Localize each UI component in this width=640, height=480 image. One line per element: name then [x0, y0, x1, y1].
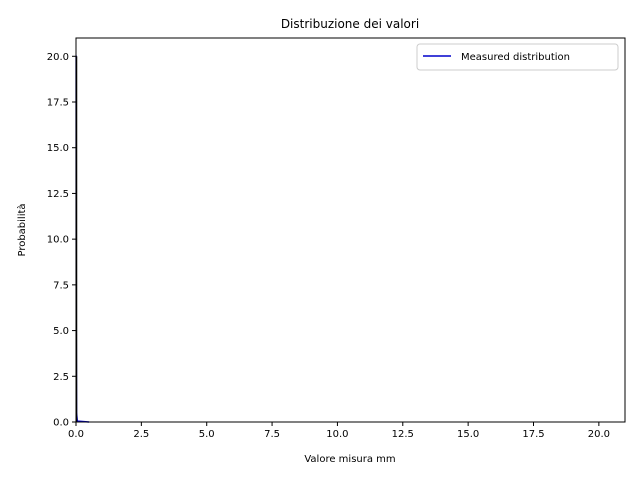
x-tick-label: 10.0 — [326, 429, 348, 440]
y-axis: 0.0 2.5 5.0 7.5 10.0 12.5 15.0 17.5 20.0 — [47, 52, 76, 429]
legend: Measured distribution — [416, 43, 619, 71]
y-tick-label: 15.0 — [47, 143, 69, 154]
y-tick-label: 12.5 — [47, 189, 69, 200]
x-tick-label: 0.0 — [68, 429, 84, 440]
axes-frame — [75, 37, 626, 423]
plot-area — [76, 38, 625, 422]
x-tick-label: 12.5 — [392, 429, 414, 440]
x-tick-label: 17.5 — [522, 429, 544, 440]
y-tick-label: 2.5 — [53, 372, 69, 383]
x-tick-label: 2.5 — [133, 429, 149, 440]
x-tick-label: 7.5 — [264, 429, 280, 440]
x-tick-label: 5.0 — [199, 429, 215, 440]
x-tick-label: 15.0 — [457, 429, 479, 440]
legend-label: Measured distribution — [461, 52, 570, 63]
y-axis-label: Probabilità — [16, 203, 28, 256]
y-tick-label: 0.0 — [53, 418, 69, 429]
y-tick-label: 5.0 — [53, 326, 69, 337]
y-tick-label: 20.0 — [47, 52, 69, 63]
plot-background — [76, 38, 625, 422]
legend-box — [416, 43, 619, 71]
x-axis: 0.0 2.5 5.0 7.5 10.0 12.5 15.0 17.5 20.0 — [68, 422, 610, 440]
y-tick-label: 7.5 — [53, 280, 69, 291]
chart-title: Distribuzione dei valori — [281, 17, 419, 31]
x-tick-label: 20.0 — [588, 429, 610, 440]
x-axis-label: Valore misura mm — [304, 454, 395, 465]
y-tick-label: 17.5 — [47, 98, 69, 109]
y-tick-label: 10.0 — [47, 235, 69, 246]
